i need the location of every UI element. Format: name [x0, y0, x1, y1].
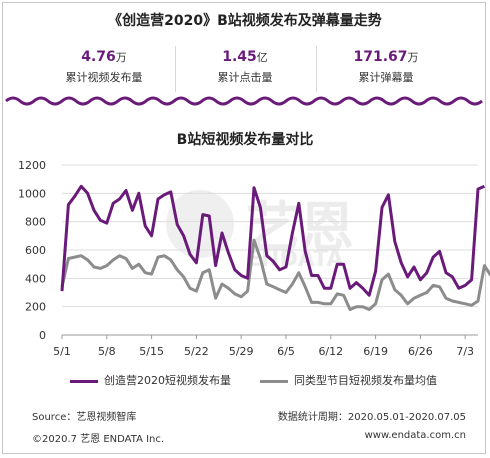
- series-line-chuangzaoying: [60, 184, 486, 297]
- stat-unit: 万: [115, 51, 127, 64]
- legend-swatch: [70, 379, 98, 383]
- legend-item-series-1: 创造营2020短视频发布量: [70, 372, 231, 388]
- y-tick-label: 1200: [18, 159, 46, 172]
- x-tick-label: 6/12: [318, 345, 343, 358]
- x-tick-label: 6/19: [363, 345, 388, 358]
- legend-item-series-2: 同类型节目短视频发布量均值: [260, 372, 437, 388]
- series-line-average: [60, 238, 490, 311]
- stat-value: 1.45: [222, 49, 257, 65]
- x-tick-label: 6/26: [408, 345, 433, 358]
- stat-label: 累计视频发布量: [65, 71, 143, 84]
- stat-divider: [175, 46, 176, 92]
- stat-unit: 亿: [256, 51, 268, 64]
- x-tick-label: 5/29: [229, 345, 254, 358]
- wave-divider: [5, 96, 483, 106]
- figure-frame: [2, 2, 486, 454]
- chart-title: B站短视频发布量对比: [176, 132, 314, 148]
- y-tick-label: 600: [25, 244, 46, 257]
- y-tick-label: 800: [25, 216, 46, 229]
- footer-website: www.endata.com.cn: [364, 430, 466, 441]
- footer-copyright: ©2020.7 艺恩 ENDATA Inc.: [32, 434, 165, 445]
- stat-video-count: 4.76万 累计视频发布量: [39, 46, 169, 85]
- x-tick-label: 7/3: [456, 345, 474, 358]
- y-tick-label: 0: [39, 329, 46, 342]
- footer-source: Source：艺恩视频智库: [32, 412, 137, 423]
- x-tick-label: 5/22: [184, 345, 209, 358]
- y-tick-label: 200: [25, 301, 46, 314]
- stat-label: 累计弹幕量: [358, 71, 414, 84]
- x-tick-label: 5/1: [53, 345, 71, 358]
- x-tick-label: 6/5: [277, 345, 295, 358]
- stat-value: 4.76: [81, 49, 116, 65]
- x-tick-label: 5/8: [98, 345, 116, 358]
- stat-click-count: 1.45亿 累计点击量: [180, 46, 310, 85]
- page-title: 《创造营2020》B站视频发布及弹幕量走势: [108, 13, 382, 29]
- x-tick-label: 5/15: [139, 345, 164, 358]
- y-tick-label: 1000: [18, 187, 46, 200]
- stat-divider: [316, 46, 317, 92]
- legend-label: 创造营2020短视频发布量: [104, 374, 231, 387]
- stat-unit: 万: [407, 51, 419, 64]
- stat-danmaku-count: 171.67万 累计弹幕量: [321, 46, 451, 85]
- legend-label: 同类型节目短视频发布量均值: [294, 374, 437, 387]
- legend-swatch: [260, 379, 288, 383]
- stat-value: 171.67: [353, 49, 408, 65]
- stat-label: 累计点击量: [217, 71, 273, 84]
- y-tick-label: 400: [25, 272, 46, 285]
- footer-period: 数据统计周期：2020.05.01-2020.07.05: [277, 412, 466, 423]
